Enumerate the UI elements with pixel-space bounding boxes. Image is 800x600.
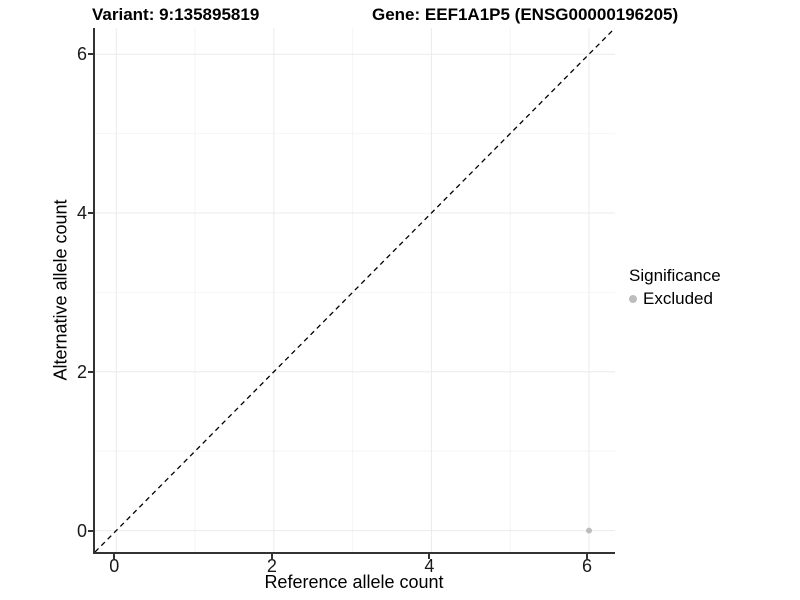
x-tick-mark <box>586 554 588 559</box>
x-tick-label: 4 <box>424 556 435 576</box>
legend-item-excluded: Excluded <box>629 289 721 309</box>
x-tick-mark <box>270 554 273 559</box>
x-tick-label: 2 <box>266 556 277 576</box>
y-tick-label: 0 <box>76 520 87 541</box>
y-tick-mark <box>88 529 93 532</box>
x-tick-mark <box>113 554 116 559</box>
legend-item-label: Excluded <box>643 289 713 308</box>
y-axis-title: Alternative allele count <box>50 199 71 381</box>
data-point <box>586 527 592 534</box>
plot-title-variant: Variant: 9:135895819 <box>92 5 260 24</box>
y-tick-mark <box>88 53 93 56</box>
plot-title-gene: Gene: EEF1A1P5 (ENSG00000196205) <box>372 5 679 24</box>
x-axis-title: Reference allele count <box>264 572 444 592</box>
plot-panel <box>93 28 615 554</box>
y-tick-label: 4 <box>76 202 87 223</box>
y-tick-label: 6 <box>76 44 87 65</box>
y-tick-label: 2 <box>76 361 87 382</box>
y-tick-mark <box>88 370 93 373</box>
legend-title: Significance <box>629 266 721 285</box>
x-tick-mark <box>428 554 431 559</box>
legend-point-icon <box>629 295 637 303</box>
x-tick-label: 0 <box>109 556 120 576</box>
x-tick-label: 6 <box>581 556 592 576</box>
identity-line <box>95 28 615 552</box>
legend: Significance Excluded <box>629 266 721 309</box>
y-tick-mark <box>88 211 93 214</box>
plot-canvas <box>95 28 615 552</box>
